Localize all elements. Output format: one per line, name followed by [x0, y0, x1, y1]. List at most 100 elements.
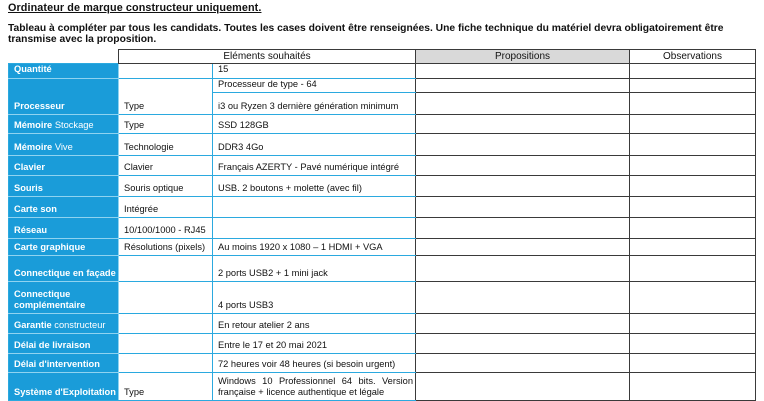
table-row: Délai d'intervention 72 heures voir 48 he…: [8, 353, 756, 373]
proposition-cell: [415, 217, 630, 239]
spec-sub-label: Intégrée: [118, 196, 213, 218]
observation-cell: [629, 217, 756, 239]
spec-row-label-bold: Délai d'intervention: [14, 358, 100, 369]
observation-cell: [629, 372, 756, 401]
spec-sub-label: Type: [118, 77, 213, 115]
spec-sub-label: [118, 255, 213, 282]
spec-element-value: i3 ou Ryzen 3 dernière génération minimu…: [212, 92, 416, 115]
table-row: Délai de livraison Entre le 17 et 20 mai …: [8, 333, 756, 354]
spec-sub-label: Souris optique: [118, 175, 213, 197]
spec-sub-label: [118, 353, 213, 373]
spec-row-label-bold: Connectique en façade: [14, 267, 116, 278]
spec-row-label: Réseau: [8, 217, 119, 239]
spec-row-label-bold: Quantité: [14, 64, 52, 74]
spec-element-value: Entre le 17 et 20 mai 2021: [212, 333, 416, 354]
spec-row-label: Quantité: [8, 63, 119, 79]
observation-cell: [629, 255, 756, 282]
spec-table: Eléments souhaités Propositions Observat…: [8, 49, 756, 401]
proposition-cell: [415, 77, 630, 93]
proposition-cell: [415, 255, 630, 282]
proposition-cell: [415, 114, 630, 134]
spec-element-value: En retour atelier 2 ans: [212, 313, 416, 334]
spec-row-label-light: Stockage: [52, 119, 94, 130]
spec-sub-label: [118, 281, 213, 314]
spec-row-label: Délai de livraison: [8, 333, 119, 354]
proposition-cell: [415, 133, 630, 156]
spec-row-label-bold: Connectique complémentaire: [14, 289, 86, 310]
proposition-cell: [415, 238, 630, 256]
spec-element-value: Au moins 1920 x 1080 – 1 HDMI + VGA: [212, 238, 416, 256]
spec-row-label: Système d'Exploitation: [8, 372, 119, 401]
observation-cell: [629, 155, 756, 176]
observation-cell: [629, 92, 756, 115]
proposition-cell: [415, 196, 630, 218]
proposition-cell: [415, 333, 630, 354]
table-row: Réseau 10/100/1000 - RJ45: [8, 217, 756, 239]
observation-cell: [629, 114, 756, 134]
header-corner: [9, 50, 119, 64]
spec-element-value: DDR3 4Go: [212, 133, 416, 156]
spec-element-value: Processeur de type - 64: [212, 77, 416, 93]
spec-sub-label: 10/100/1000 - RJ45: [118, 217, 213, 239]
spec-sub-label: [118, 333, 213, 354]
proposition-cell: [415, 353, 630, 373]
spec-row-label-bold: Délai de livraison: [14, 339, 91, 350]
spec-row-label-bold: Carte son: [14, 203, 57, 214]
spec-element-value: Windows 10 Professionnel 64 bits. Versio…: [212, 372, 416, 401]
table-row: Garantie constructeur En retour atelier 2…: [8, 313, 756, 334]
observation-cell: [629, 175, 756, 197]
spec-element-value: USB. 2 boutons + molette (avec fil): [212, 175, 416, 197]
intro-paragraph: Tableau à compléter par tous les candida…: [8, 23, 724, 45]
spec-row-label-bold: Mémoire: [14, 119, 53, 130]
spec-row-label-bold: Système d'Exploitation: [14, 386, 116, 397]
spec-sub-label: Clavier: [118, 155, 213, 176]
spec-sub-label: Technologie: [118, 133, 213, 156]
spec-row-label: Connectique complémentaire: [8, 281, 119, 314]
spec-row-label-bold: Clavier: [14, 161, 46, 172]
spec-row-label: Connectique en façade: [8, 255, 119, 282]
header-observations: Observations: [629, 49, 756, 64]
spec-row-label: Délai d'intervention: [8, 353, 119, 373]
table-row: Système d'Exploitation Type Windows 10 Pro…: [8, 372, 756, 401]
spec-element-value: [212, 196, 416, 218]
proposition-cell: [415, 175, 630, 197]
spec-row-label-bold: Processeur: [14, 100, 65, 111]
spec-row-label: Processeur: [8, 77, 119, 115]
spec-row-label-light: Vive: [52, 141, 73, 152]
proposition-cell: [415, 313, 630, 334]
proposition-cell: [415, 372, 630, 401]
spec-row-label: Garantie constructeur: [8, 313, 119, 334]
spec-sub-label: Résolutions (pixels): [118, 238, 213, 256]
spec-row-label-bold: Réseau: [14, 224, 48, 235]
observation-cell: [629, 333, 756, 354]
spec-sub-label: Type: [118, 114, 213, 134]
observation-cell: [629, 63, 756, 79]
spec-row-label-light: constructeur: [51, 319, 106, 330]
spec-sub-label: [118, 63, 213, 79]
observation-cell: [629, 353, 756, 373]
spec-row-label: Mémoire Vive: [8, 133, 119, 156]
spec-row-label: Carte graphique: [8, 238, 119, 256]
spec-row-label: Souris: [8, 175, 119, 197]
observation-cell: [629, 196, 756, 218]
table-row: Carte graphique Résolutions (pixels) Au mo…: [8, 238, 756, 256]
table-row: Processeur Type Processeur de type - 64: [8, 77, 756, 115]
table-row: Mémoire Vive Technologie DDR3 4Go: [8, 133, 756, 156]
spec-sub-label: [118, 313, 213, 334]
document-title: Ordinateur de marque constructeur unique…: [8, 2, 262, 14]
spec-element-value: 2 ports USB2 + 1 mini jack: [212, 255, 416, 282]
observation-cell: [629, 313, 756, 334]
spec-row-label-bold: Souris: [14, 182, 43, 193]
spec-element-value: [212, 217, 416, 239]
spec-row-label: Carte son: [8, 196, 119, 218]
proposition-cell: [415, 92, 630, 115]
header-propositions: Propositions: [415, 49, 630, 64]
spec-element-value: 72 heures voir 48 heures (si besoin urge…: [212, 353, 416, 373]
proposition-cell: [415, 281, 630, 314]
table-row: Clavier Clavier Français AZERTY - Pavé num…: [8, 155, 756, 176]
table-row: Connectique complémentaire 4 ports USB3: [8, 281, 756, 314]
table-row: i3 ou Ryzen 3 dernière génération minimu…: [9, 92, 756, 115]
spec-element-value: 15: [212, 63, 416, 79]
spec-row-label: Clavier: [8, 155, 119, 176]
